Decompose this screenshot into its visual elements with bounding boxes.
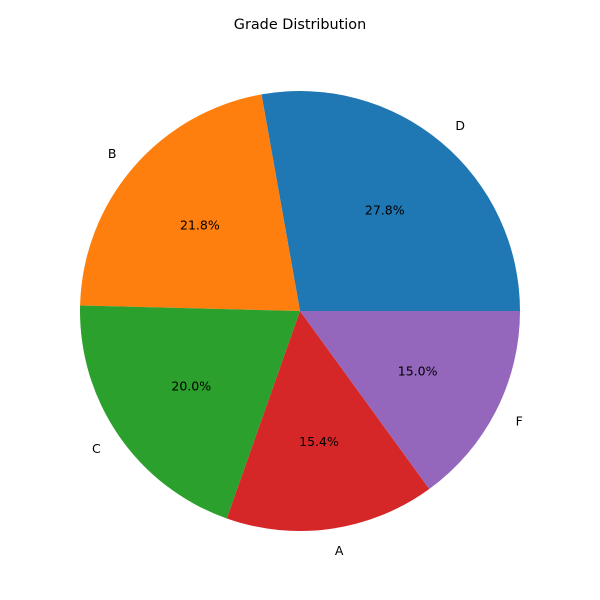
pie-slice-c [80, 305, 301, 519]
slice-percent-label-c: 20.0% [171, 378, 211, 393]
slice-percent-label-f: 15.0% [398, 363, 438, 378]
slice-labels: D B C A F [92, 118, 523, 558]
pie-slice-b [80, 94, 300, 312]
slice-label-c: C [92, 441, 101, 456]
slice-label-f: F [516, 413, 523, 428]
pie-slices [80, 91, 520, 531]
slice-percent-label-d: 27.8% [365, 202, 405, 217]
chart-title: Grade Distribution [234, 17, 366, 33]
pie-slice-f [300, 311, 520, 489]
slice-percent-label-a: 15.4% [299, 434, 339, 449]
slice-percent-labels: 27.8% 21.8% 20.0% 15.4% 15.0% [171, 202, 437, 449]
pie-slice-d [261, 91, 520, 311]
slice-label-b: B [108, 146, 117, 161]
pie-slice-a [226, 311, 430, 531]
slice-percent-label-b: 21.8% [180, 217, 220, 232]
slice-label-a: A [335, 543, 344, 558]
slice-label-d: D [455, 118, 465, 133]
